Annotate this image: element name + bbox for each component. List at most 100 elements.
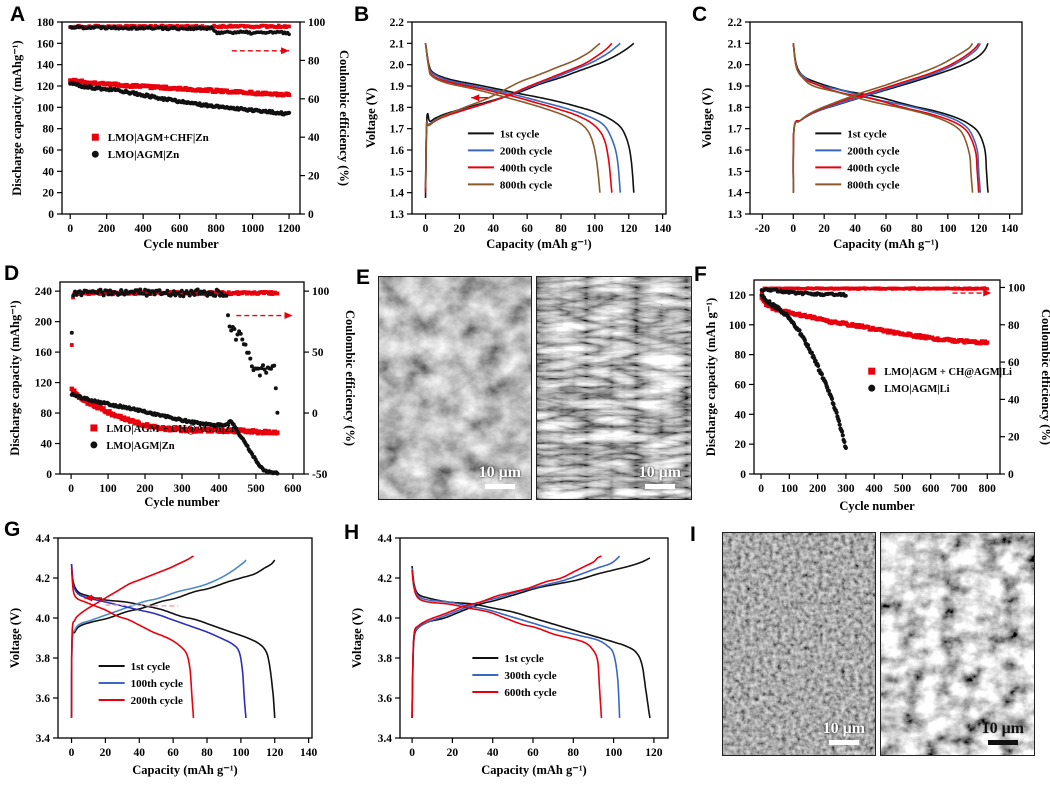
svg-text:140: 140 — [654, 223, 672, 235]
svg-text:120: 120 — [620, 223, 638, 235]
svg-text:80: 80 — [201, 747, 213, 759]
svg-text:0: 0 — [740, 469, 746, 481]
legend: 1st cycle 200th cycle 400th cycle 800th cyc… — [815, 128, 900, 191]
svg-text:1st cycle: 1st cycle — [504, 653, 544, 665]
svg-text:400th cycle: 400th cycle — [847, 162, 899, 174]
svg-text:2.1: 2.1 — [728, 38, 743, 50]
panel-label-f: F — [694, 263, 707, 286]
svg-text:200th cycle: 200th cycle — [847, 145, 899, 157]
svg-text:200th cycle: 200th cycle — [131, 695, 183, 707]
panel-label-g: G — [4, 518, 21, 541]
svg-text:600: 600 — [284, 483, 302, 495]
svg-text:40: 40 — [487, 747, 499, 759]
svg-text:LMO|AGM + CH@AGM|Zn: LMO|AGM + CH@AGM|Zn — [106, 424, 237, 435]
svg-text:Cycle number: Cycle number — [143, 237, 219, 251]
svg-text:120: 120 — [35, 378, 53, 390]
svg-text:1st cycle: 1st cycle — [131, 661, 171, 673]
panel-c-chart: -20 0 20 40 60 80 100 120 140 1.3 1.4 1.5 1.6 1.7 1.8 1… — [700, 17, 1023, 251]
svg-text:40: 40 — [41, 439, 53, 451]
svg-text:140: 140 — [1001, 223, 1019, 235]
svg-text:500: 500 — [894, 483, 912, 495]
svg-text:LMO|AGM|Zn: LMO|AGM|Zn — [106, 441, 174, 452]
svg-text:1.4: 1.4 — [728, 188, 743, 200]
svg-text:Discharge capacity (mAhg⁻¹): Discharge capacity (mAhg⁻¹) — [10, 40, 24, 195]
svg-text:LMO|AGM|Zn: LMO|AGM|Zn — [108, 149, 179, 161]
scalebar-i-right: 10 μm — [982, 721, 1024, 745]
series-group — [759, 286, 990, 450]
svg-text:3.4: 3.4 — [36, 733, 51, 745]
svg-text:0: 0 — [48, 209, 54, 221]
svg-text:200: 200 — [98, 223, 116, 235]
svg-text:60: 60 — [1008, 357, 1020, 369]
svg-text:400: 400 — [210, 483, 228, 495]
svg-text:LMO|AGM + CH@AGM|Li: LMO|AGM + CH@AGM|Li — [884, 367, 1012, 378]
svg-text:40: 40 — [1008, 394, 1020, 406]
svg-text:100: 100 — [605, 747, 623, 759]
scalebar-e-left: 10 μm — [479, 465, 521, 489]
svg-text:240: 240 — [35, 286, 53, 298]
svg-text:100: 100 — [781, 483, 799, 495]
svg-text:3.6: 3.6 — [36, 693, 51, 705]
svg-text:Coulombic efficiency (%): Coulombic efficiency (%) — [337, 50, 351, 186]
svg-text:0: 0 — [68, 483, 74, 495]
panel-label-c: C — [692, 3, 708, 26]
svg-text:700: 700 — [950, 483, 968, 495]
svg-text:Coulombic efficiency (%): Coulombic efficiency (%) — [1039, 309, 1050, 445]
svg-text:40: 40 — [134, 747, 146, 759]
panel-f-chart: 0 100 200 300 400 500 600 700 800020406080100120… — [704, 279, 1050, 513]
svg-text:40: 40 — [43, 166, 55, 178]
svg-text:800: 800 — [207, 223, 225, 235]
svg-text:3.8: 3.8 — [378, 653, 393, 665]
svg-text:100: 100 — [37, 102, 55, 114]
svg-text:60: 60 — [527, 747, 539, 759]
svg-text:100: 100 — [99, 483, 117, 495]
svg-text:0: 0 — [1008, 469, 1014, 481]
svg-text:Coulombic efficiency (%): Coulombic efficiency (%) — [343, 310, 357, 446]
svg-text:400: 400 — [135, 223, 153, 235]
panel-a-chart: 0 200 400 600 800 1000 12000204060801001201401… — [10, 17, 351, 251]
svg-text:20: 20 — [454, 223, 466, 235]
svg-text:100: 100 — [308, 17, 326, 29]
svg-text:4.2: 4.2 — [36, 573, 51, 585]
sem-image-e-left: 10 μm — [378, 276, 532, 500]
svg-text:1.9: 1.9 — [390, 81, 405, 93]
svg-text:200: 200 — [136, 483, 154, 495]
scalebar-bar — [644, 484, 675, 489]
svg-text:4.0: 4.0 — [36, 613, 51, 625]
svg-text:160: 160 — [35, 347, 53, 359]
svg-text:800th cycle: 800th cycle — [847, 179, 899, 191]
svg-text:LMO|AGM+CHF|Zn: LMO|AGM+CHF|Zn — [108, 132, 209, 144]
panel-label-d: D — [4, 262, 20, 285]
scalebar-bar — [828, 740, 859, 745]
scalebar-label: 10 μm — [638, 464, 681, 481]
svg-text:100: 100 — [939, 223, 957, 235]
svg-text:800: 800 — [979, 483, 997, 495]
legend: LMO|AGM+CHF|Zn LMO|AGM|Zn — [91, 132, 209, 161]
svg-text:Voltage (V): Voltage (V) — [8, 608, 22, 668]
svg-text:1200: 1200 — [278, 223, 301, 235]
svg-text:Voltage (V): Voltage (V) — [350, 608, 364, 668]
sem-image-e-right: 10 μm — [536, 276, 692, 500]
svg-text:120: 120 — [266, 747, 284, 759]
svg-text:100: 100 — [1008, 282, 1026, 294]
svg-text:100th cycle: 100th cycle — [131, 678, 183, 690]
svg-text:40: 40 — [308, 132, 320, 144]
scalebar-i-left: 10 μm — [823, 721, 865, 745]
svg-text:Capacity (mAh g⁻¹): Capacity (mAh g⁻¹) — [481, 763, 586, 777]
svg-text:2.0: 2.0 — [390, 60, 405, 72]
svg-text:0: 0 — [409, 747, 415, 759]
svg-text:160: 160 — [37, 38, 55, 50]
panel-d-chart: 0 100 200 300 400 500 600 0 40 80 120 160 200 240 -50 0… — [8, 281, 357, 509]
svg-text:120: 120 — [37, 81, 55, 93]
svg-text:1000: 1000 — [241, 223, 264, 235]
svg-text:Capacity (mAh g⁻¹): Capacity (mAh g⁻¹) — [486, 237, 591, 251]
svg-text:1.3: 1.3 — [390, 209, 405, 221]
panel-h-chart: 0 20 40 60 80 100 120 3.4 3.6 3.8 4.0 4.2 4.4 Capacit… — [350, 533, 669, 777]
svg-text:140: 140 — [300, 747, 318, 759]
panel-label-b: B — [354, 3, 370, 26]
svg-text:Discharge capacity (mAhg⁻¹): Discharge capacity (mAhg⁻¹) — [8, 300, 22, 455]
svg-text:100: 100 — [586, 223, 604, 235]
svg-text:20: 20 — [1008, 432, 1020, 444]
svg-text:0: 0 — [790, 223, 796, 235]
